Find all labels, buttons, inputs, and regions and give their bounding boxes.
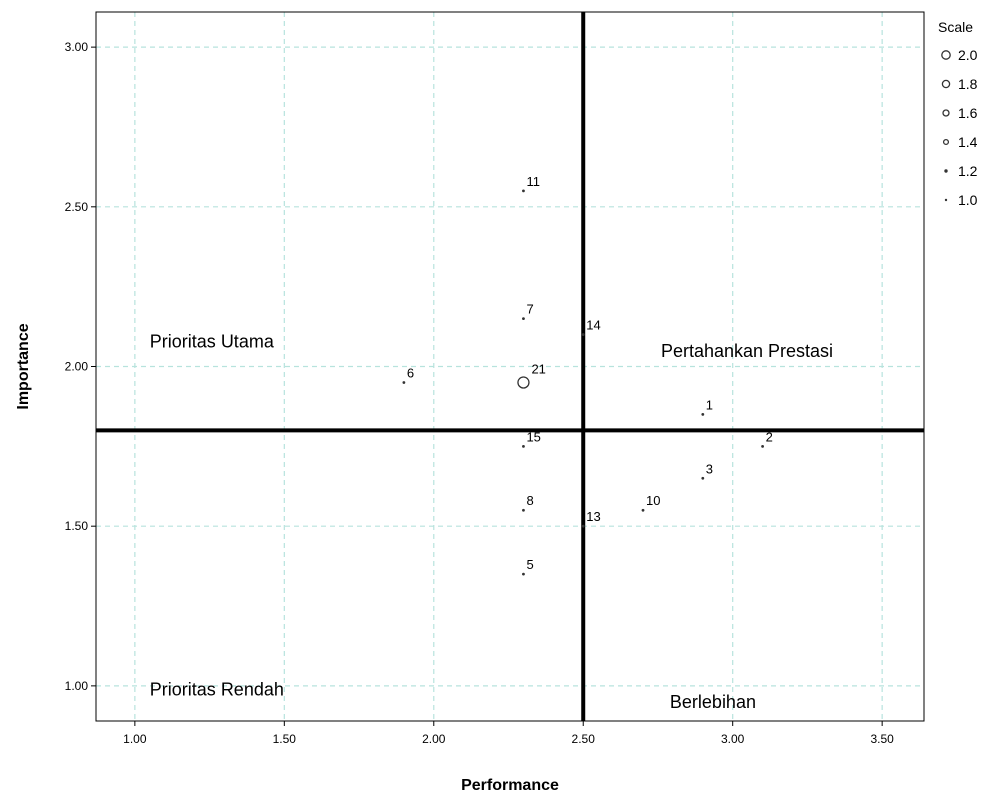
- x-tick-label: 3.50: [870, 732, 894, 746]
- data-point-label: 5: [526, 557, 533, 572]
- data-point-label: 10: [646, 493, 660, 508]
- grid-lines: [96, 12, 924, 721]
- y-tick-label: 1.50: [65, 519, 89, 533]
- data-point: [522, 572, 525, 576]
- legend: Scale 2.0 1.8 1.6 1.4 1.2 1.0: [938, 19, 978, 208]
- data-point: [701, 413, 705, 416]
- x-axis: 1.00 1.50 2.00 2.50 3.00 3.50: [123, 721, 894, 746]
- legend-label: 1.8: [958, 76, 978, 92]
- x-tick-label: 1.50: [273, 732, 297, 746]
- data-point: [517, 376, 530, 389]
- legend-marker: [941, 50, 951, 60]
- quadrant-label: Prioritas Utama: [150, 331, 275, 351]
- data-point: [522, 444, 525, 448]
- x-tick-label: 3.00: [721, 732, 745, 746]
- data-point: [641, 508, 645, 512]
- y-axis: 1.00 1.50 2.00 2.50 3.00: [65, 40, 96, 693]
- x-axis-title: Performance: [461, 777, 559, 794]
- data-point: [522, 317, 525, 320]
- reference-lines: [96, 12, 924, 721]
- data-point-label: 15: [526, 429, 540, 444]
- data-point-label: 21: [531, 361, 545, 376]
- y-tick-label: 3.00: [65, 40, 89, 54]
- data-point-label: 8: [526, 493, 533, 508]
- quadrant-label: Pertahankan Prestasi: [661, 341, 833, 361]
- quadrant-labels: Prioritas Utama Pertahankan Prestasi Prior…: [150, 331, 833, 712]
- data-point: [581, 524, 585, 528]
- data-points: 11 7 14 21 6 1 15 2 3 10 8 13 5: [402, 174, 773, 576]
- data-point-label: 14: [586, 318, 600, 333]
- data-point-label: 1: [706, 397, 713, 412]
- y-axis-title: Importance: [15, 323, 32, 409]
- data-point: [581, 333, 585, 336]
- data-point: [522, 508, 525, 512]
- data-point: [522, 189, 525, 193]
- data-point-label: 7: [526, 302, 533, 317]
- data-point: [402, 381, 406, 384]
- legend-title: Scale: [938, 19, 973, 35]
- legend-label: 1.4: [958, 134, 978, 150]
- data-point-label: 6: [407, 365, 414, 380]
- data-point: [701, 476, 705, 480]
- legend-marker: [941, 79, 951, 89]
- data-point-label: 11: [526, 174, 540, 189]
- x-tick-label: 2.50: [572, 732, 596, 746]
- legend-marker: [944, 198, 948, 202]
- legend-label: 1.6: [958, 105, 978, 121]
- y-tick-label: 2.50: [65, 200, 89, 214]
- y-tick-label: 2.00: [65, 360, 89, 374]
- data-point-label: 3: [706, 461, 713, 476]
- data-point: [761, 444, 764, 448]
- legend-marker: [944, 169, 948, 173]
- quadrant-label: Prioritas Rendah: [150, 679, 284, 699]
- legend-label: 2.0: [958, 47, 978, 63]
- legend-label: 1.2: [958, 163, 978, 179]
- x-tick-label: 2.00: [422, 732, 446, 746]
- data-point-label: 2: [766, 429, 773, 444]
- legend-label: 1.0: [958, 192, 978, 208]
- y-tick-label: 1.00: [65, 679, 89, 693]
- data-point-label: 13: [586, 509, 600, 524]
- x-tick-label: 1.00: [123, 732, 147, 746]
- legend-marker: [942, 138, 950, 146]
- legend-marker: [942, 109, 950, 117]
- quadrant-label: Berlebihan: [670, 692, 756, 712]
